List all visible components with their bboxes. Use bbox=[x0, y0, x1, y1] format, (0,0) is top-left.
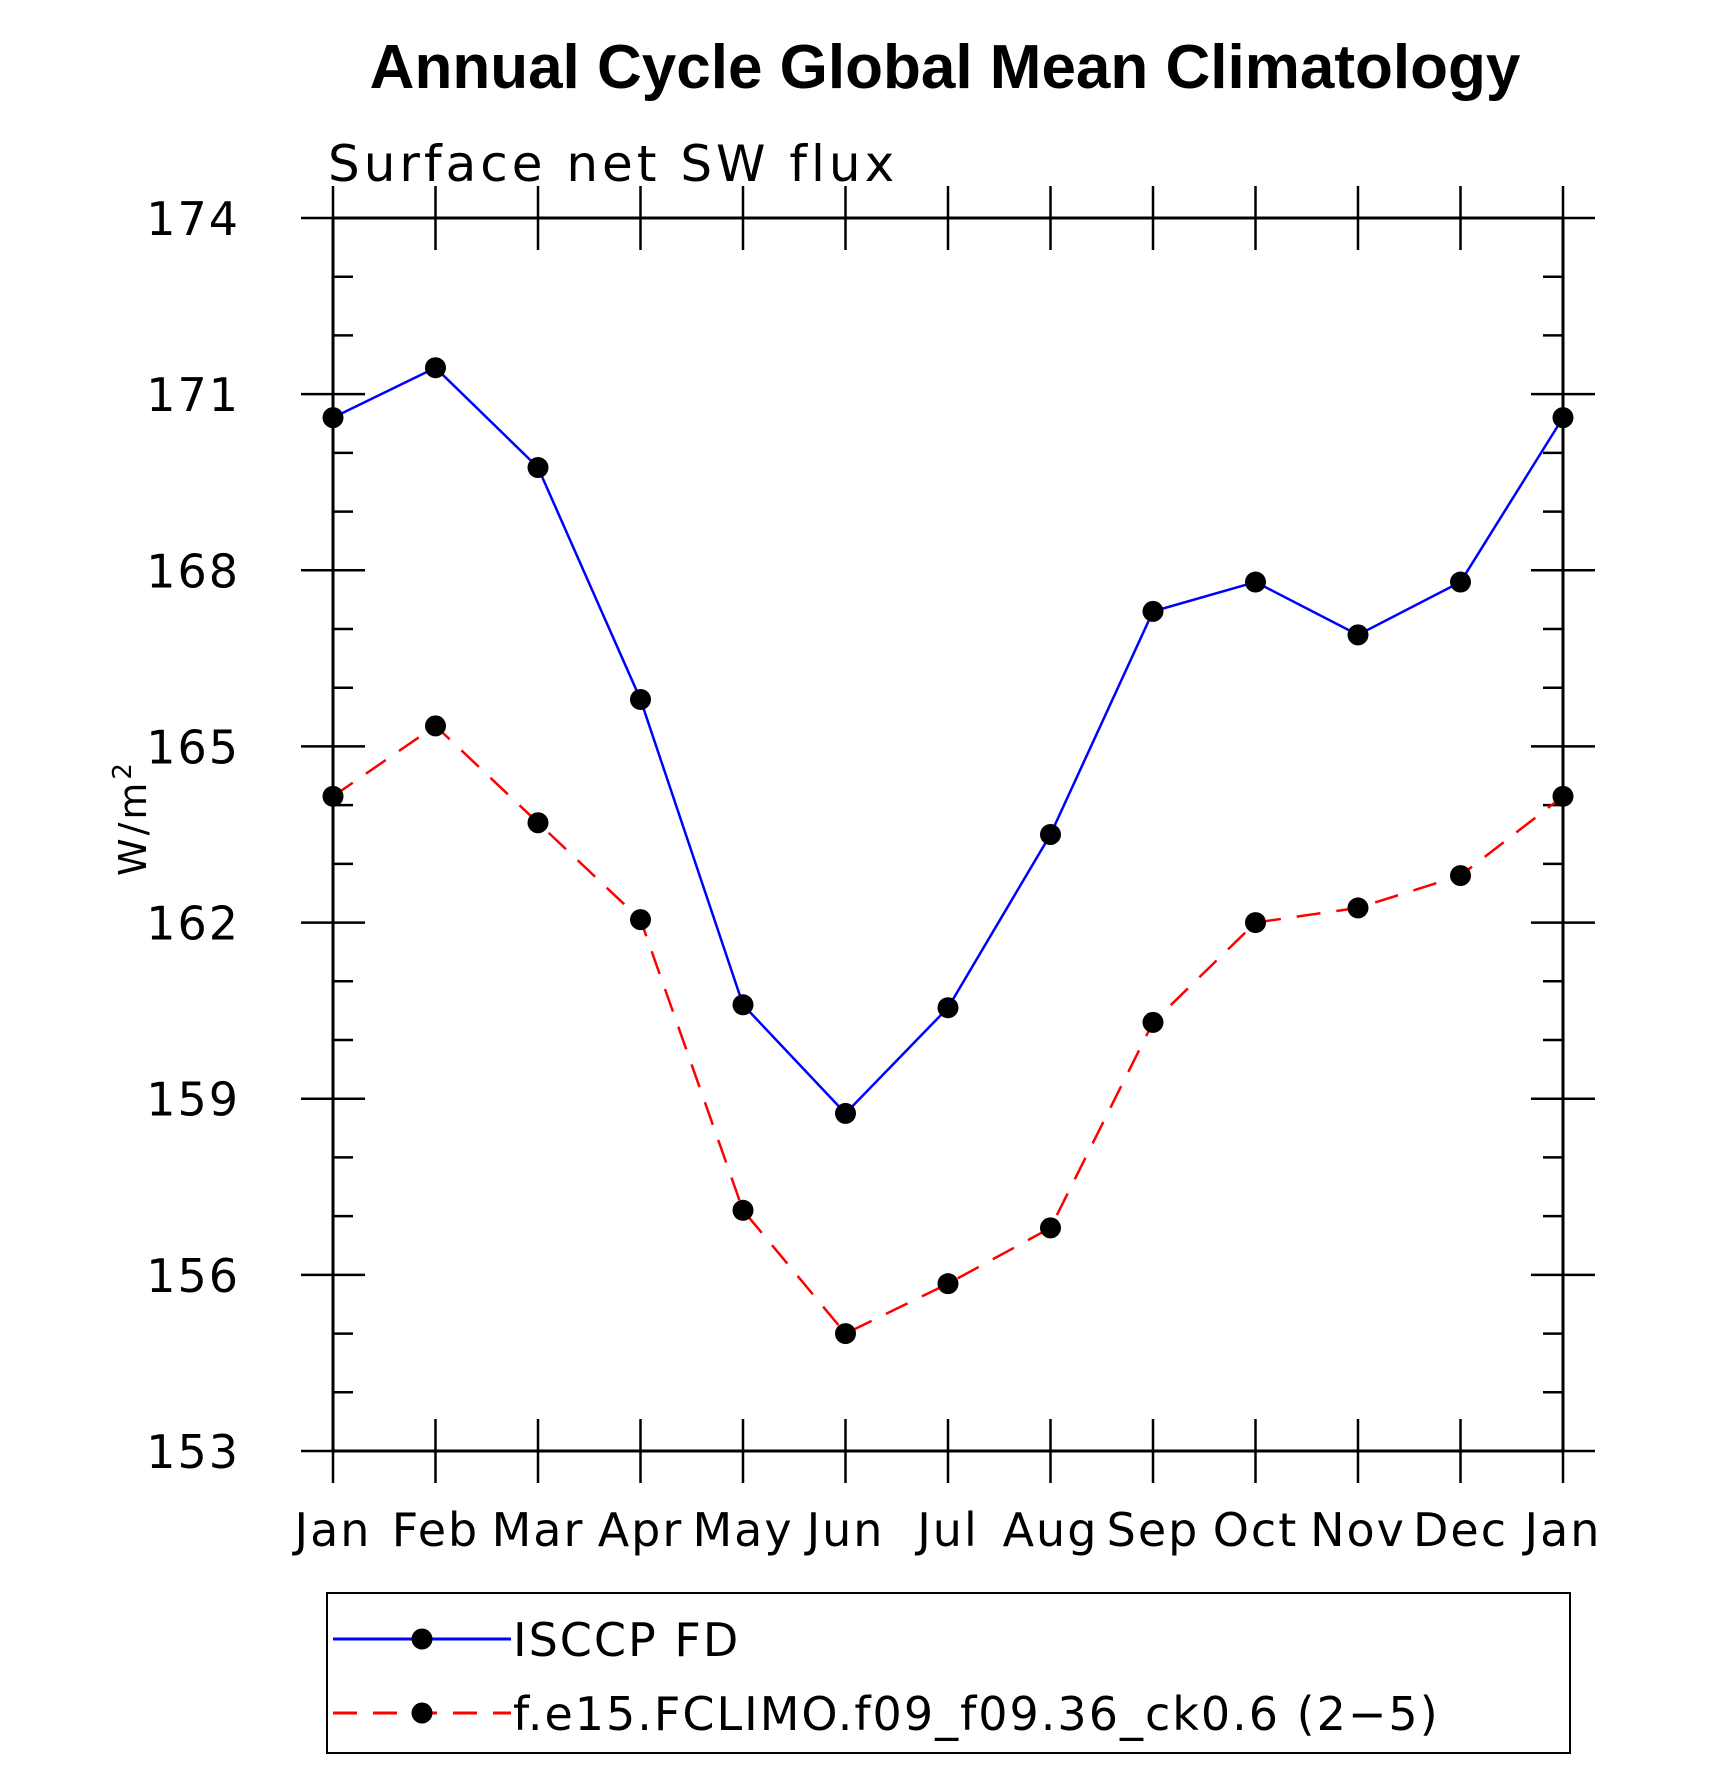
y-axis-label: W/m2 bbox=[108, 760, 155, 876]
plot-frame bbox=[331, 216, 1565, 1453]
series-0-point bbox=[835, 1102, 856, 1124]
series-0-point bbox=[1040, 824, 1061, 845]
x-tick-label: Sep bbox=[1107, 1503, 1200, 1557]
y-tick-label: 153 bbox=[146, 1425, 240, 1479]
y-tick-label: 156 bbox=[146, 1249, 240, 1303]
y-axis-label-sup: 2 bbox=[108, 760, 138, 780]
series-layer bbox=[322, 357, 1574, 1345]
y-axis-label-base: W/m bbox=[111, 780, 155, 876]
x-tick-label: May bbox=[692, 1503, 793, 1557]
y-tick-label: 165 bbox=[146, 720, 240, 774]
series-0-point bbox=[425, 357, 446, 379]
legend-marker-model bbox=[411, 1702, 433, 1724]
legend-marker-isccp bbox=[411, 1628, 433, 1650]
series-1-point bbox=[1142, 1011, 1164, 1033]
series-1-point bbox=[1245, 912, 1266, 934]
x-tick-label: Jul bbox=[914, 1503, 979, 1557]
legend-label-model: f.e15.FCLIMO.f09_f09.36_ck0.6 (2−5) bbox=[513, 1687, 1440, 1741]
series-1-point bbox=[630, 909, 651, 931]
series-0-point bbox=[1347, 624, 1369, 646]
series-0-point bbox=[1245, 571, 1266, 593]
legend-box bbox=[326, 1592, 1571, 1754]
series-1-point bbox=[1450, 865, 1471, 887]
x-tick-label: Jun bbox=[804, 1503, 885, 1557]
y-tick-label: 174 bbox=[146, 192, 240, 246]
y-tick-label: 162 bbox=[146, 897, 240, 951]
x-tick-label: Jan bbox=[1522, 1503, 1602, 1557]
y-tick-label: 171 bbox=[146, 368, 240, 422]
series-1-point bbox=[732, 1199, 754, 1221]
series-1-point bbox=[1040, 1217, 1061, 1239]
x-tick-label: Jan bbox=[292, 1503, 372, 1557]
series-1-point bbox=[937, 1273, 959, 1295]
legend: ISCCP FD f.e15.FCLIMO.f09_f09.36_ck0.6 (… bbox=[326, 1592, 1571, 1754]
series-0-point bbox=[630, 688, 651, 710]
legend-label-isccp: ISCCP FD bbox=[513, 1613, 740, 1667]
series-0-point bbox=[1450, 571, 1471, 593]
x-tick-label: Feb bbox=[392, 1503, 479, 1557]
series-1-point bbox=[425, 715, 446, 737]
x-tick-label: Nov bbox=[1310, 1503, 1406, 1557]
x-tick-label: Dec bbox=[1413, 1503, 1508, 1557]
series-1-point bbox=[835, 1323, 856, 1345]
x-tick-label: Mar bbox=[492, 1503, 585, 1557]
series-1-point bbox=[1347, 897, 1369, 919]
x-tick-label: Apr bbox=[598, 1503, 684, 1557]
x-tick-label: Aug bbox=[1003, 1503, 1099, 1557]
series-0-point bbox=[1142, 600, 1164, 622]
series-0-point bbox=[937, 997, 959, 1019]
series-line-1 bbox=[332, 724, 1564, 1335]
series-0-point bbox=[527, 457, 549, 479]
chart-subtitle: Surface net SW flux bbox=[328, 135, 898, 193]
series-0-point bbox=[732, 994, 754, 1016]
x-tick-label: Oct bbox=[1213, 1503, 1299, 1557]
chart-title: Annual Cycle Global Mean Climatology bbox=[370, 33, 1521, 102]
y-tick-label: 168 bbox=[146, 544, 240, 598]
y-tick-label: 159 bbox=[146, 1073, 240, 1127]
series-1-point bbox=[527, 812, 549, 834]
